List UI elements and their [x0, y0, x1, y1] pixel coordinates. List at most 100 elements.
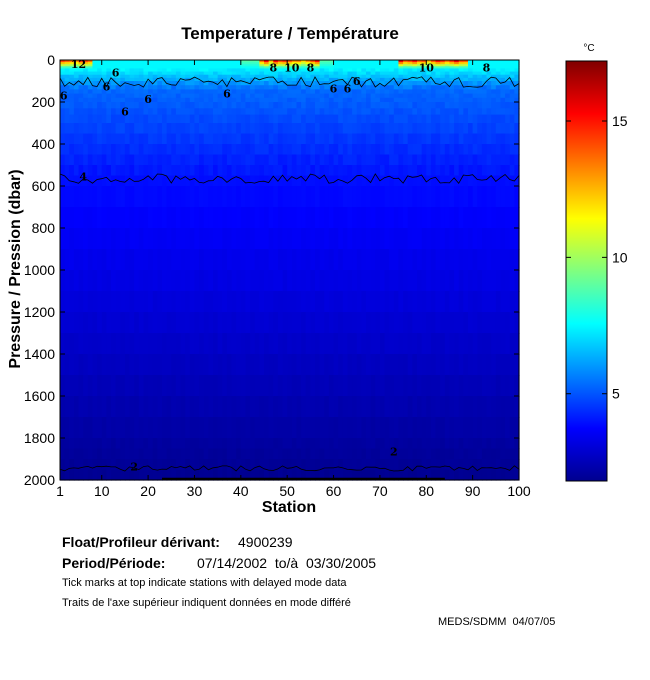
heatmap-cell — [185, 333, 191, 355]
contour-label: 12 — [71, 58, 86, 71]
heatmap-cell — [180, 123, 186, 135]
heatmap-cell — [315, 291, 321, 313]
heatmap-cell — [440, 375, 446, 397]
heatmap-cell — [69, 74, 75, 79]
heatmap-cell — [259, 68, 265, 73]
heatmap-cell — [505, 448, 511, 460]
heatmap-cell — [366, 165, 372, 177]
heatmap-cell — [236, 93, 242, 99]
heatmap-cell — [491, 114, 497, 124]
heatmap-cell — [495, 228, 502, 250]
heatmap-cell — [111, 64, 117, 67]
heatmap-cell — [291, 459, 298, 471]
heatmap-cell — [152, 68, 158, 73]
heatmap-cell — [222, 64, 228, 67]
heatmap-cell — [64, 62, 70, 65]
heatmap-cell — [60, 97, 66, 103]
heatmap-cell — [143, 71, 149, 76]
heatmap-cell — [254, 396, 260, 418]
heatmap-cell — [468, 186, 474, 208]
heatmap-cell — [384, 186, 390, 208]
heatmap-cell — [236, 448, 242, 460]
heatmap-cell — [162, 60, 168, 63]
heatmap-cell — [231, 207, 237, 229]
heatmap-cell — [83, 354, 89, 376]
heatmap-cell — [106, 249, 112, 271]
heatmap-cell — [166, 249, 172, 271]
heatmap-cell — [324, 186, 330, 208]
heatmap-cell — [403, 89, 409, 95]
heatmap-cell — [495, 66, 502, 69]
heatmap-cell — [370, 144, 376, 156]
heatmap-cell — [124, 459, 131, 471]
heatmap-cell — [495, 97, 502, 103]
heatmap-cell — [175, 68, 182, 73]
heatmap-cell — [389, 291, 395, 313]
heatmap-cell — [282, 144, 288, 156]
heatmap-cell — [417, 207, 423, 229]
heatmap-cell — [389, 60, 395, 63]
heatmap-cell — [463, 68, 469, 73]
heatmap-cell — [203, 62, 209, 65]
heatmap-cell — [472, 459, 478, 471]
heatmap-cell — [92, 97, 98, 103]
heatmap-cell — [175, 154, 182, 166]
heatmap-cell — [403, 375, 409, 397]
heatmap-cell — [472, 60, 478, 63]
heatmap-cell — [495, 68, 502, 73]
heatmap-cell — [208, 66, 214, 69]
heatmap-cell — [236, 175, 242, 187]
heatmap-cell — [301, 97, 307, 103]
heatmap-cell — [305, 62, 311, 65]
heatmap-cell — [189, 97, 196, 103]
heatmap-cell — [342, 89, 349, 95]
heatmap-cell — [240, 93, 247, 99]
contour-label: 6 — [60, 90, 68, 103]
heatmap-cell — [352, 123, 358, 135]
heatmap-cell — [264, 60, 270, 63]
heatmap-cell — [333, 62, 339, 65]
heatmap-cell — [97, 62, 103, 65]
heatmap-cell — [352, 459, 358, 471]
heatmap-cell — [421, 123, 427, 135]
heatmap-cell — [472, 228, 478, 250]
heatmap-cell — [259, 291, 265, 313]
heatmap-cell — [301, 133, 307, 145]
heatmap-cell — [491, 60, 497, 63]
heatmap-cell — [379, 60, 386, 63]
heatmap-cell — [124, 165, 131, 177]
heatmap-cell — [458, 270, 464, 292]
heatmap-cell — [162, 68, 168, 73]
heatmap-cell — [495, 448, 502, 460]
heatmap-cell — [440, 207, 446, 229]
heatmap-cell — [375, 469, 381, 481]
heatmap-cell — [407, 144, 413, 156]
heatmap-cell — [203, 459, 209, 471]
heatmap-cell — [356, 186, 362, 208]
heatmap-cell — [152, 249, 158, 271]
heatmap-cell — [338, 354, 344, 376]
heatmap-cell — [449, 97, 455, 103]
heatmap-cell — [505, 375, 511, 397]
heatmap-cell — [477, 270, 483, 292]
heatmap-cell — [189, 354, 196, 376]
heatmap-cell — [384, 71, 390, 76]
heatmap-cell — [305, 85, 311, 90]
heatmap-cell — [468, 448, 474, 460]
heatmap-cell — [222, 68, 228, 73]
heatmap-cell — [333, 144, 339, 156]
heatmap-cell — [152, 74, 158, 79]
heatmap-cell — [421, 62, 427, 65]
heatmap-cell — [203, 448, 209, 460]
heatmap-cell — [213, 270, 219, 292]
heatmap-cell — [407, 469, 413, 481]
heatmap-cell — [180, 85, 186, 90]
heatmap-cell — [64, 270, 70, 292]
heatmap-cell — [421, 133, 427, 145]
heatmap-cell — [268, 459, 274, 471]
heatmap-cell — [412, 144, 418, 156]
heatmap-cell — [60, 448, 66, 460]
heatmap-cell — [342, 60, 349, 63]
heatmap-cell — [449, 375, 455, 397]
heatmap-cell — [328, 85, 335, 90]
